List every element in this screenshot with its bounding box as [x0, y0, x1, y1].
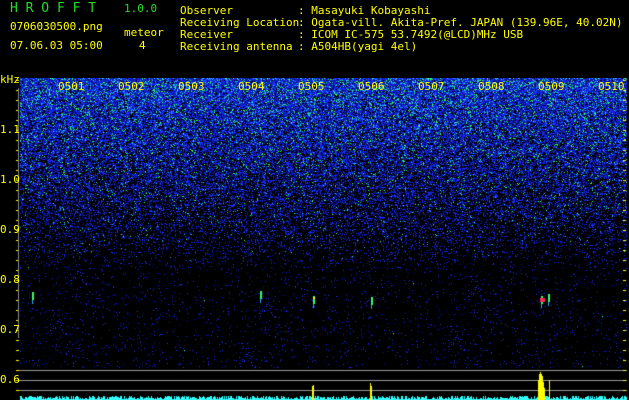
- observer-label: Observer: [180, 4, 233, 17]
- freq-unit: kHz: [0, 73, 20, 86]
- location-label: Receiving Location: [180, 16, 300, 29]
- spectrogram-canvas: [0, 78, 629, 400]
- time-label: 0510: [598, 80, 625, 93]
- time-label: 0508: [478, 80, 505, 93]
- time-label: 0504: [238, 80, 265, 93]
- receiver-value: ICOM IC-575 53.7492(@LCD)MHz USB: [311, 28, 524, 41]
- filename: 0706030500.png: [10, 20, 103, 33]
- app-version: 1.0.0: [124, 2, 158, 15]
- freq-label: 0.9: [0, 223, 20, 236]
- time-label: 0507: [418, 80, 445, 93]
- freq-label: 0.7: [0, 323, 20, 336]
- time-label: 0501: [58, 80, 85, 93]
- sep: :: [298, 4, 305, 17]
- freq-label: 0.6: [0, 373, 20, 386]
- datetime: 07.06.03 05:00: [10, 39, 103, 52]
- time-label: 0505: [298, 80, 325, 93]
- freq-label: 0.8: [0, 273, 20, 286]
- receiver-label: Receiver: [180, 28, 233, 41]
- antenna-label: Receiving antenna: [180, 40, 293, 53]
- sep: :: [298, 40, 305, 53]
- freq-label: 1.1: [0, 123, 20, 136]
- time-label: 0502: [118, 80, 145, 93]
- time-label: 0503: [178, 80, 205, 93]
- freq-label: 1.0: [0, 173, 20, 186]
- observer-row: Observer: Masayuki Kobayashi: [180, 5, 430, 17]
- location-value: Ogata-vill. Akita-Pref. JAPAN (139.96E, …: [311, 16, 623, 29]
- time-label: 0509: [538, 80, 565, 93]
- antenna-value: A504HB(yagi 4el): [311, 40, 418, 53]
- app-name: H R O F F T: [10, 1, 97, 16]
- meteor-count: 4: [139, 39, 146, 52]
- location-row: Receiving Location: Ogata-vill. Akita-Pr…: [180, 17, 623, 29]
- meteor-label: meteor: [124, 26, 164, 39]
- time-label: 0506: [358, 80, 385, 93]
- sep: :: [298, 16, 305, 29]
- receiver-row: Receiver: ICOM IC-575 53.7492(@LCD)MHz U…: [180, 29, 523, 41]
- sep: :: [298, 28, 305, 41]
- antenna-row: Receiving antenna: A504HB(yagi 4el): [180, 41, 417, 53]
- observer-value: Masayuki Kobayashi: [311, 4, 431, 17]
